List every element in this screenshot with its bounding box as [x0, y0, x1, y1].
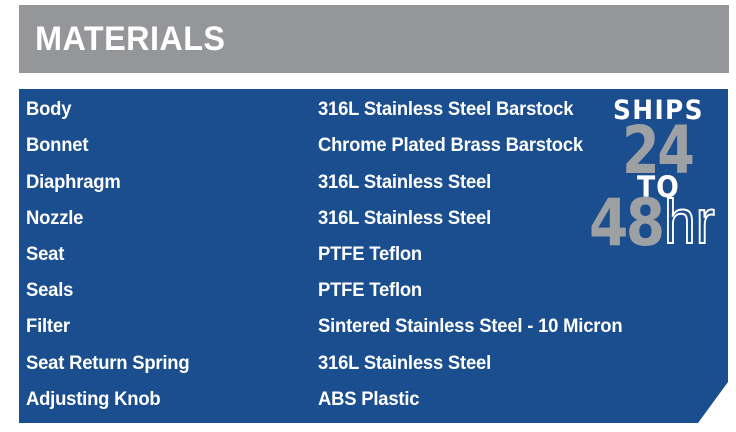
table-row: Nozzle 316L Stainless Steel: [26, 201, 728, 237]
badge-48-number: 48: [589, 186, 663, 261]
badge-hr-suffix: hr: [664, 188, 715, 257]
row-label: Filter: [26, 316, 70, 338]
row-value: PTFE Teflon: [318, 243, 423, 265]
badge-24-number: 24: [622, 112, 693, 189]
table-row: Seat PTFE Teflon: [26, 237, 728, 273]
row-value: PTFE Teflon: [318, 280, 423, 302]
row-value: 316L Stainless Steel: [318, 352, 492, 374]
badge-to-text: TO: [637, 170, 680, 204]
table-row: Body 316L Stainless Steel Barstock: [26, 92, 728, 128]
table-row: Filter Sintered Stainless Steel - 10 Mic…: [26, 309, 728, 345]
row-label: Bonnet: [26, 135, 89, 157]
table-row: Bonnet Chrome Plated Brass Barstock: [26, 128, 728, 164]
badge-ships-text: SHIPS: [613, 95, 704, 126]
table-row: Adjusting Knob ABS Plastic: [26, 382, 728, 418]
row-value: 316L Stainless Steel Barstock: [318, 99, 574, 121]
materials-header-bar: MATERIALS: [19, 5, 729, 73]
materials-spec-panel: Body 316L Stainless Steel Barstock Bonne…: [19, 89, 728, 423]
row-label: Body: [26, 99, 72, 121]
row-label: Adjusting Knob: [26, 388, 161, 410]
table-row: Diaphragm 316L Stainless Steel: [26, 164, 728, 200]
row-label: Seat: [26, 243, 65, 265]
table-row: Seat Return Spring 316L Stainless Steel: [26, 346, 728, 382]
spec-rows: Body 316L Stainless Steel Barstock Bonne…: [19, 89, 728, 423]
row-label: Nozzle: [26, 207, 84, 229]
row-label: Seat Return Spring: [26, 352, 190, 374]
row-value: 316L Stainless Steel: [318, 207, 492, 229]
row-value: Chrome Plated Brass Barstock: [318, 135, 583, 157]
row-value: 316L Stainless Steel: [318, 171, 492, 193]
row-value: ABS Plastic: [318, 388, 420, 410]
table-row: Seals PTFE Teflon: [26, 273, 728, 309]
page-title: MATERIALS: [35, 19, 226, 58]
row-value: Sintered Stainless Steel - 10 Micron: [318, 316, 623, 338]
row-label: Seals: [26, 280, 74, 302]
row-label: Diaphragm: [26, 171, 121, 193]
